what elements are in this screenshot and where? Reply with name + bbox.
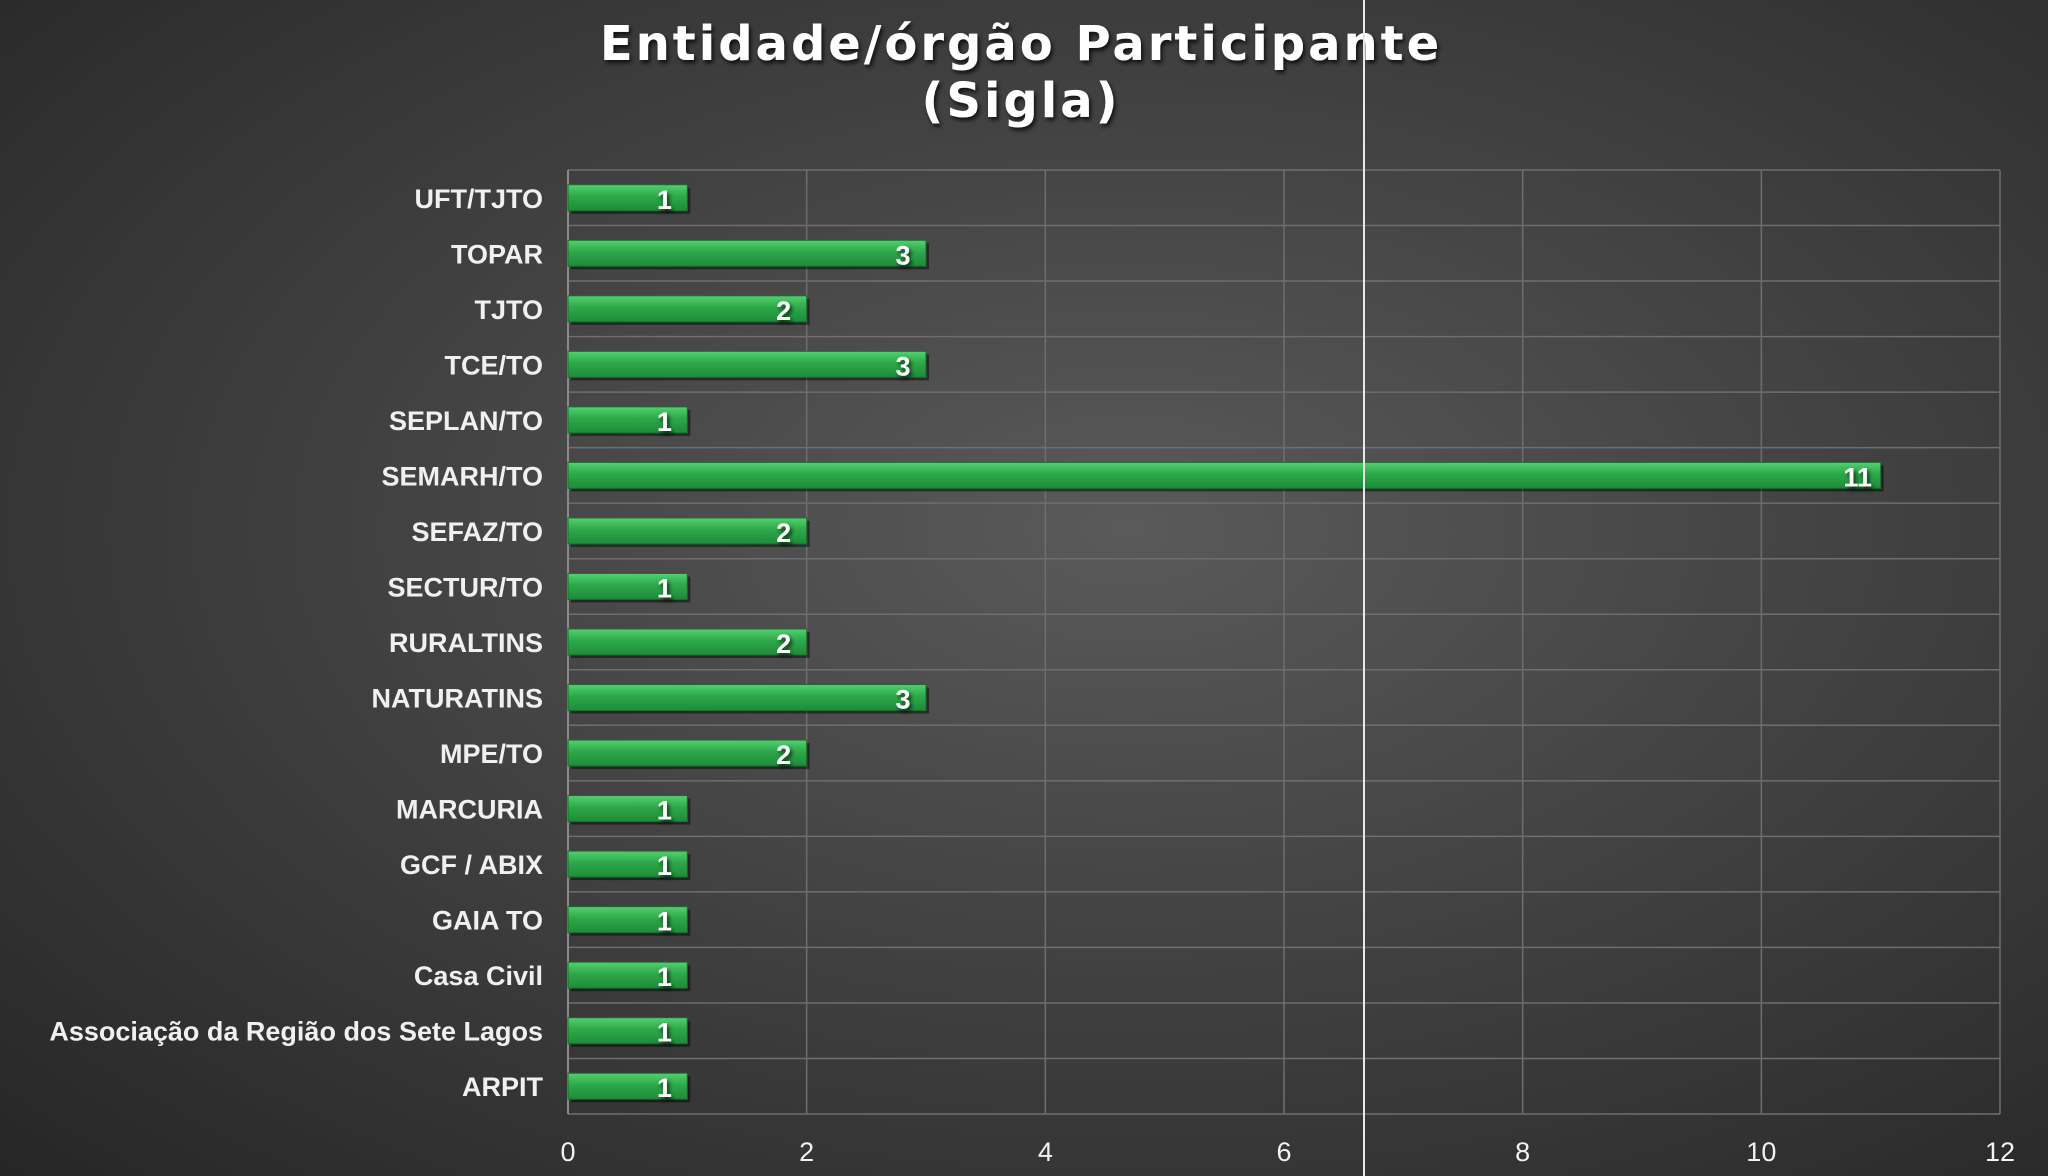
data-label: 1 — [657, 185, 672, 215]
data-label: 2 — [776, 296, 791, 326]
data-label: 3 — [895, 240, 910, 270]
bar — [567, 461, 1882, 489]
category-label: TCE/TO — [444, 350, 543, 380]
bar — [567, 572, 688, 600]
bar — [567, 517, 808, 545]
category-label: Casa Civil — [414, 961, 543, 991]
x-tick-label: 10 — [1746, 1137, 1776, 1167]
bar — [567, 184, 688, 212]
data-label: 11 — [1843, 462, 1872, 492]
data-label: 1 — [657, 407, 672, 437]
data-label: 2 — [776, 740, 791, 770]
bar — [567, 850, 688, 878]
bar — [567, 239, 927, 267]
category-label: RURALTINS — [389, 628, 543, 658]
x-tick-label: 2 — [799, 1137, 814, 1167]
data-label: 1 — [657, 1018, 672, 1048]
bar — [567, 684, 927, 712]
bars — [567, 184, 1884, 1103]
data-label: 3 — [895, 685, 910, 715]
category-label: SEPLAN/TO — [389, 406, 543, 436]
category-label: TJTO — [474, 295, 543, 325]
bar — [567, 961, 688, 989]
bar — [567, 628, 808, 656]
data-label: 1 — [657, 907, 672, 937]
x-tick-label: 8 — [1515, 1137, 1530, 1167]
data-label: 2 — [776, 518, 791, 548]
data-label: 2 — [776, 629, 791, 659]
data-label: 1 — [657, 796, 672, 826]
gridlines — [567, 169, 2001, 1115]
bar — [567, 1017, 688, 1045]
data-label: 1 — [657, 1073, 672, 1103]
chart-title-line-1: Entidade/órgão Participante — [600, 16, 1442, 72]
category-label: GAIA TO — [432, 906, 543, 936]
category-label: MPE/TO — [440, 739, 543, 769]
data-label: 1 — [657, 573, 672, 603]
data-label: 3 — [895, 351, 910, 381]
chart-title-line-2: (Sigla) — [921, 73, 1120, 129]
x-tick-label: 12 — [1985, 1137, 2015, 1167]
category-label: SECTUR/TO — [387, 572, 543, 602]
category-label: SEFAZ/TO — [411, 517, 543, 547]
bar — [567, 295, 808, 323]
bar — [567, 739, 808, 767]
bar — [567, 406, 688, 434]
category-label: NATURATINS — [372, 684, 543, 714]
category-label: Associação da Região dos Sete Lagos — [49, 1017, 543, 1047]
x-tick-label: 6 — [1276, 1137, 1291, 1167]
category-label: GCF / ABIX — [400, 850, 543, 880]
chart-title: Entidade/órgão Participante (Sigla) — [600, 16, 1442, 129]
bar — [567, 350, 927, 378]
x-tick-label: 4 — [1038, 1137, 1053, 1167]
category-label: SEMARH/TO — [381, 461, 543, 491]
x-tick-label: 0 — [560, 1137, 575, 1167]
category-label: MARCURIA — [396, 795, 543, 825]
bar — [567, 906, 688, 934]
category-label: TOPAR — [451, 239, 543, 269]
data-label: 1 — [657, 851, 672, 881]
bar — [567, 1072, 688, 1100]
category-label: UFT/TJTO — [414, 184, 543, 214]
category-label: ARPIT — [462, 1072, 544, 1102]
data-label: 1 — [657, 962, 672, 992]
bar — [567, 795, 688, 823]
